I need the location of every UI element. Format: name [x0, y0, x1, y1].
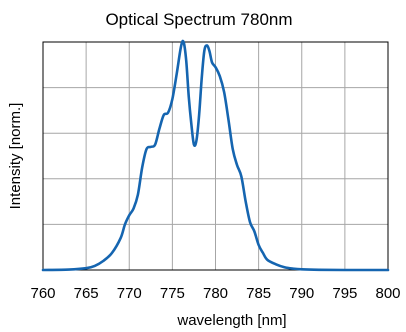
x-tick-label: 775 [160, 285, 185, 302]
x-tick-label: 760 [30, 285, 55, 302]
chart-title: Optical Spectrum 780nm [105, 10, 292, 29]
spectrum-series-line [41, 39, 390, 272]
x-tick-label: 790 [289, 285, 314, 302]
x-tick-label: 800 [375, 285, 400, 302]
x-tick-label: 785 [246, 285, 271, 302]
plot-frame [42, 41, 389, 271]
x-tick-label: 795 [332, 285, 357, 302]
x-tick-label: 765 [74, 285, 99, 302]
x-axis-label: wavelength [nm] [176, 312, 286, 329]
y-axis-label: Intensity [norm.] [7, 103, 24, 210]
x-tick-label: 780 [203, 285, 228, 302]
series-layer [41, 39, 390, 272]
grid-lines [42, 41, 389, 271]
x-tick-labels: 760 765 770 775 780 785 790 795 800 [30, 285, 400, 302]
x-tick-label: 770 [117, 285, 142, 302]
